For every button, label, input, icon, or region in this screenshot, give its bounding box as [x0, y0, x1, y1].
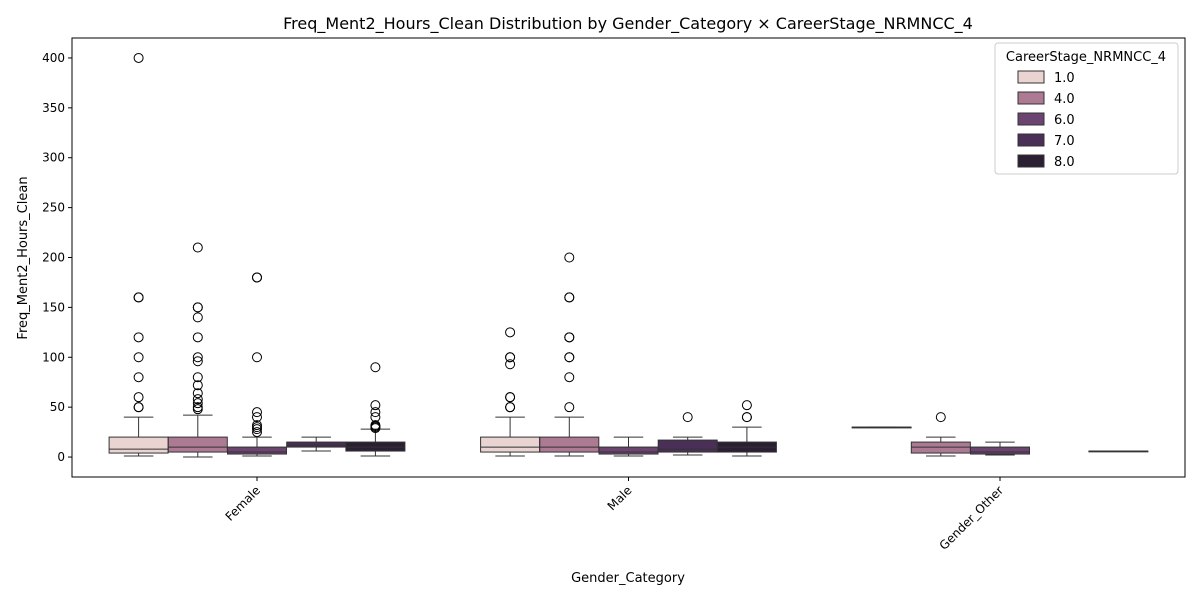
outlier-point	[564, 372, 575, 383]
y-tick-label: 300	[42, 151, 65, 165]
outlier-point	[370, 423, 381, 434]
box-body	[227, 446, 287, 455]
y-axis-title: Freq_Ment2_Hours_Clean	[16, 176, 31, 339]
outlier-point	[192, 332, 203, 343]
box-8.0-Gender_Other	[1088, 450, 1149, 453]
outlier-point	[564, 332, 575, 343]
y-tick-label: 250	[42, 201, 65, 215]
legend-label-4.0: 4.0	[1054, 92, 1075, 107]
box-body	[970, 446, 1030, 455]
outlier-point	[370, 407, 381, 418]
legend-label-7.0: 7.0	[1054, 134, 1075, 149]
legend-swatch-4.0	[1017, 91, 1045, 105]
y-tick-label: 150	[42, 300, 65, 314]
outlier-point	[192, 242, 203, 253]
legend-swatch-6.0	[1017, 112, 1045, 126]
box-6.0-Gender_Other	[970, 441, 1030, 456]
box-body	[167, 436, 228, 453]
outlier-point	[192, 302, 203, 313]
outlier-point	[192, 404, 203, 415]
box-4.0-Female	[167, 242, 228, 458]
outlier-point	[133, 402, 144, 413]
legend-label-6.0: 6.0	[1054, 113, 1075, 128]
legend: CareerStage_NRMNCC_4 1.0 4.0 6.0 7.0 8.0	[994, 42, 1179, 175]
x-axis-title: Gender_Category	[571, 571, 685, 586]
y-tick-label: 350	[42, 101, 65, 115]
outlier-point	[505, 327, 516, 338]
outlier-point	[564, 292, 575, 303]
chart-title: Freq_Ment2_Hours_Clean Distribution by G…	[283, 14, 973, 34]
outlier-point	[682, 412, 693, 423]
outlier-point	[741, 400, 752, 411]
box-1.0-Gender_Other	[851, 426, 912, 429]
outlier-point	[252, 427, 262, 438]
box-body	[539, 436, 600, 453]
outlier-point	[133, 392, 144, 403]
box-6.0-Female	[227, 272, 287, 457]
y-tick-label: 400	[42, 51, 65, 65]
outlier-point	[192, 388, 203, 399]
box-4.0-Male	[539, 252, 600, 457]
y-tick-label: 200	[42, 251, 65, 265]
outlier-point	[564, 352, 575, 363]
y-tick-label: 0	[57, 450, 65, 464]
outlier-point	[370, 400, 381, 411]
outlier-point	[564, 402, 575, 413]
box-body	[480, 436, 541, 453]
outlier-point	[252, 352, 262, 363]
outlier-point	[505, 392, 516, 403]
outlier-point	[741, 412, 752, 423]
outlier-point	[133, 332, 144, 343]
outlier-point	[192, 398, 203, 409]
y-tick-label: 50	[50, 400, 65, 414]
outlier-point	[505, 352, 516, 363]
outlier-point	[935, 412, 946, 423]
outlier-point	[133, 52, 144, 63]
box-8.0-Female	[345, 362, 406, 457]
outlier-point	[370, 362, 381, 373]
legend-title: CareerStage_NRMNCC_4	[1006, 50, 1166, 65]
legend-swatch-7.0	[1017, 133, 1045, 147]
outlier-point	[505, 402, 516, 413]
outlier-point	[192, 352, 203, 363]
outlier-point	[252, 424, 262, 435]
box-body	[598, 446, 659, 455]
box-8.0-Male	[716, 400, 777, 457]
outlier-point	[133, 352, 144, 363]
box-body	[108, 436, 169, 454]
box-1.0-Male	[480, 327, 541, 457]
box-body	[657, 439, 718, 453]
legend-label-1.0: 1.0	[1054, 71, 1075, 86]
outlier-point	[252, 272, 262, 283]
outlier-point	[505, 359, 516, 370]
legend-swatch-1.0	[1017, 70, 1045, 84]
outlier-point	[133, 372, 144, 383]
outlier-point	[252, 412, 262, 423]
outlier-point	[133, 292, 144, 303]
outlier-point	[192, 372, 203, 383]
outlier-point	[192, 380, 203, 391]
outlier-point	[192, 356, 203, 367]
y-tick-label: 100	[42, 350, 65, 364]
outlier-point	[192, 312, 203, 323]
outlier-point	[192, 394, 203, 405]
outlier-point	[564, 252, 575, 263]
legend-label-8.0: 8.0	[1054, 155, 1075, 170]
legend-swatch-8.0	[1017, 154, 1045, 168]
outlier-point	[252, 407, 262, 418]
